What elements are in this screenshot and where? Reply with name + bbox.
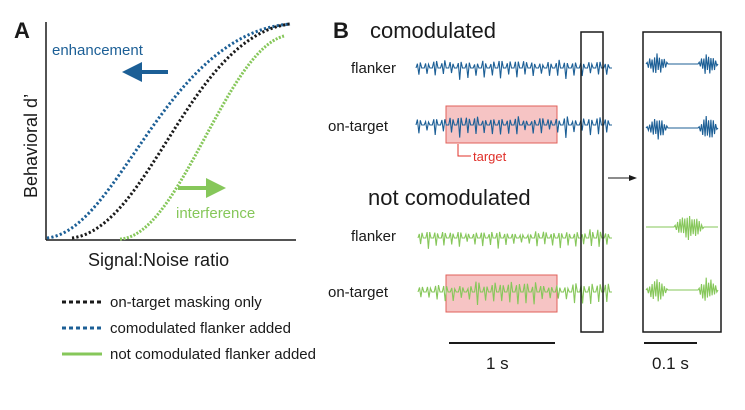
row-label-comod-on-target: on-target — [328, 118, 389, 135]
legend-label: comodulated flanker added — [110, 320, 291, 337]
legend-label: on-target masking only — [110, 294, 262, 311]
inset-notcomod-flanker — [646, 215, 718, 241]
legend-item-masking-only: on-target masking only — [62, 294, 262, 311]
zoom-window-marker — [580, 31, 604, 333]
legend-item-not-comodulated: not comodulated flanker added — [62, 346, 316, 363]
scale-bar-long-label: 1 s — [486, 354, 509, 373]
inset-comod-on-target — [645, 115, 719, 140]
curve-masking-only — [71, 22, 291, 240]
enhancement-label: enhancement — [52, 42, 144, 59]
left-arrow-icon — [122, 62, 168, 82]
scale-bar-short-label: 0.1 s — [652, 354, 689, 373]
interference-label: interference — [176, 205, 255, 222]
curve-not-comodulated — [119, 34, 285, 241]
panel-a-letter: A — [14, 18, 30, 43]
waveform-notcomod-flanker — [417, 229, 612, 249]
inset-comod-flanker — [645, 53, 719, 74]
comodulated-heading: comodulated — [370, 18, 496, 43]
target-callout: target — [457, 144, 507, 164]
panel-b-letter: B — [333, 18, 349, 43]
row-label-notcomod-on-target: on-target — [328, 284, 389, 301]
zoom-arrow-icon — [608, 175, 637, 181]
curve-comodulated — [46, 22, 291, 240]
zoomed-inset-frame — [642, 31, 722, 333]
target-label: target — [473, 149, 507, 164]
legend-item-comodulated: comodulated flanker added — [62, 320, 291, 337]
inset-notcomod-on-target — [645, 277, 719, 302]
x-axis-label: Signal:Noise ratio — [88, 250, 229, 270]
waveform-notcomod-on-target — [417, 281, 612, 306]
y-axis-label: Behavioral d’ — [21, 94, 41, 198]
waveform-comod-on-target — [415, 116, 612, 138]
row-label-comod-flanker: flanker — [351, 60, 396, 77]
not-comodulated-heading: not comodulated — [368, 185, 531, 210]
legend: on-target masking only comodulated flank… — [62, 294, 316, 363]
waveform-comod-flanker — [415, 59, 612, 80]
row-label-notcomod-flanker: flanker — [351, 228, 396, 245]
panel-a-plot: enhancement interference — [45, 22, 296, 241]
legend-label: not comodulated flanker added — [110, 346, 316, 363]
waveform-layer — [415, 53, 719, 306]
right-arrow-icon — [178, 178, 226, 198]
